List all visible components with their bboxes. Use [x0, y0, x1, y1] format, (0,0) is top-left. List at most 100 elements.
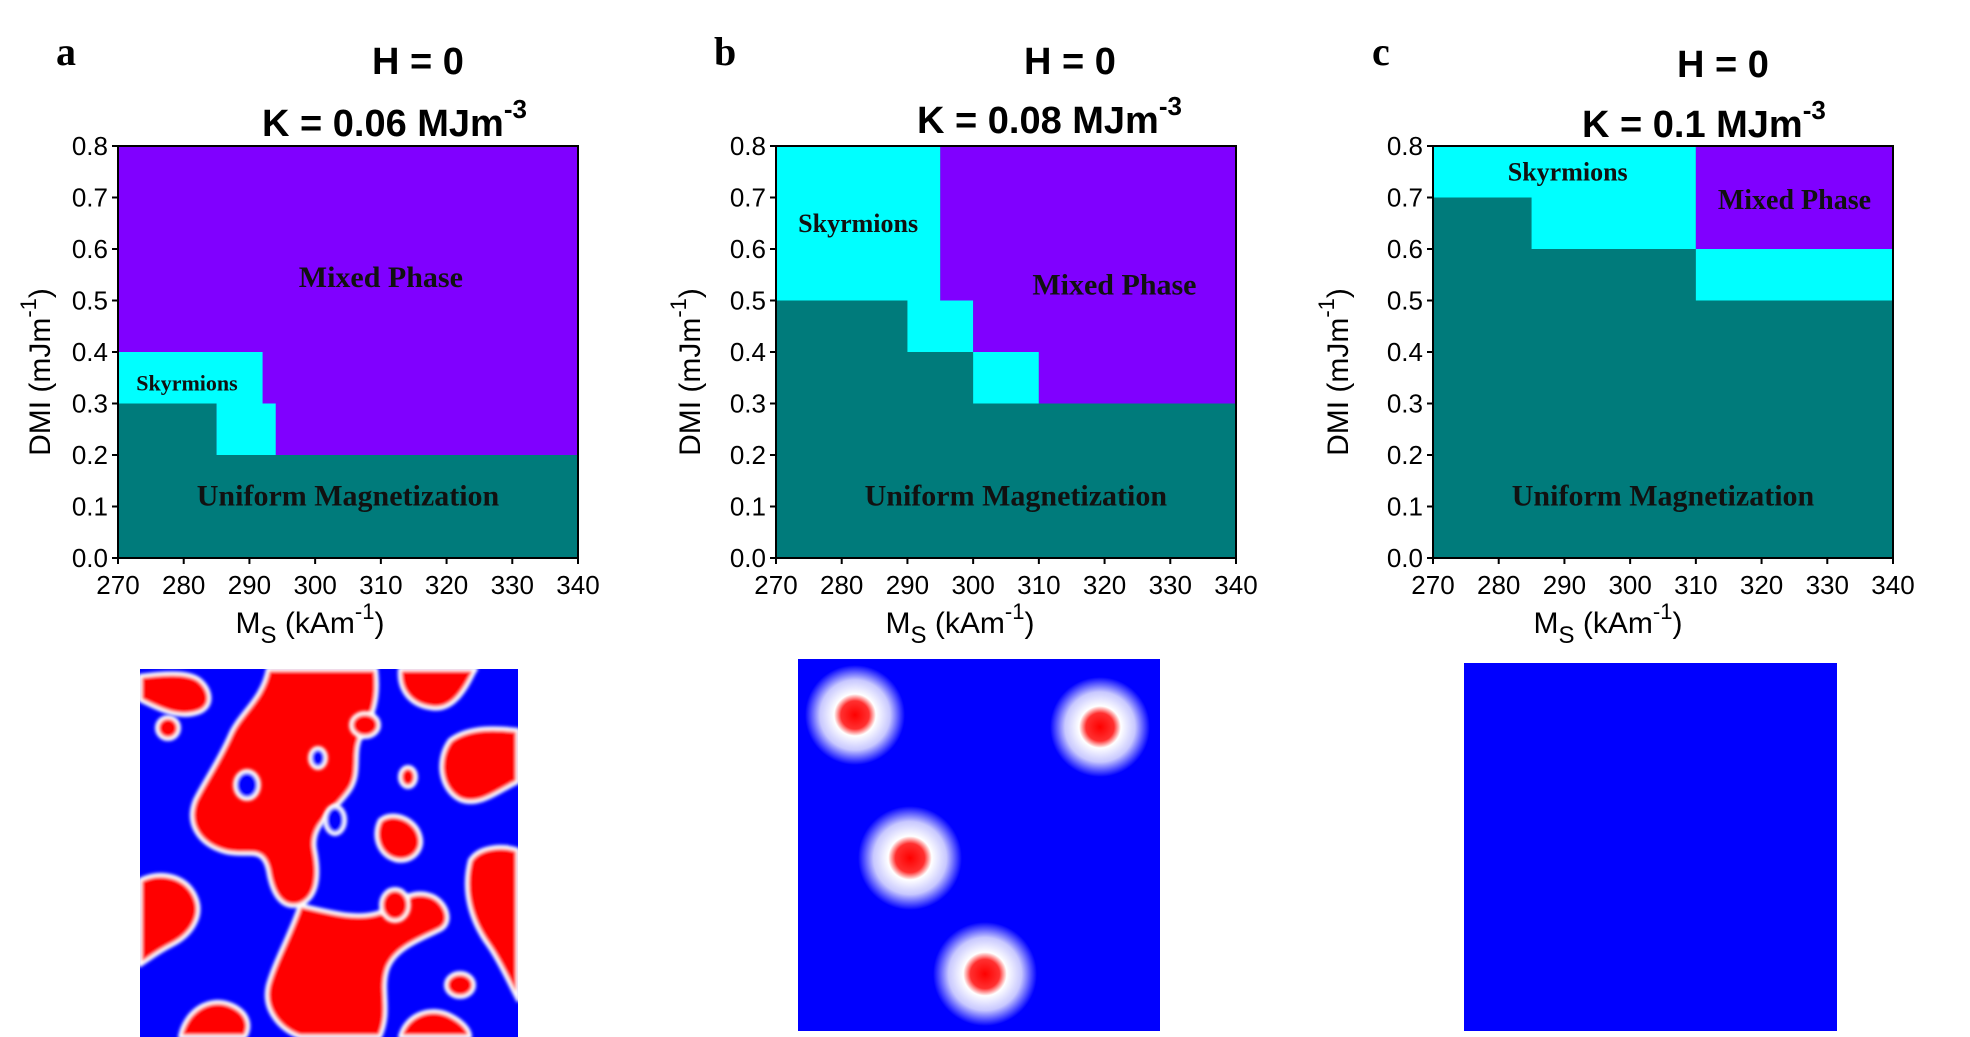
phase-diagram-b: 270 280 290 300 310 320 330 340 0.0 0.1 0.2 0.3 0.4 0… [730, 131, 1258, 600]
x-tick-label: 270 [754, 570, 797, 600]
region-uniform [118, 403, 217, 455]
y-tick-label: 0.8 [730, 131, 766, 161]
panel-a-title-k: K = 0.06 MJm-3 [262, 94, 527, 145]
region-skyrmions [1433, 146, 1696, 198]
domain-red [397, 669, 478, 711]
panel-a-title-h: H = 0 [372, 41, 464, 83]
panel-c-title-h: H = 0 [1677, 44, 1769, 86]
domain-red [464, 845, 518, 1002]
region-label: Uniform Magnetization [1512, 480, 1815, 513]
domain-red [374, 813, 424, 863]
region-label: Skyrmions [136, 371, 238, 396]
x-tick-label: 290 [228, 570, 271, 600]
x-tick-label: 270 [1411, 570, 1454, 600]
region-skyrmions [1531, 197, 1696, 249]
x-tick-label: 300 [1608, 570, 1651, 600]
x-tick-label: 290 [886, 570, 929, 600]
y-tick-label: 0.8 [72, 131, 108, 161]
domain-red [398, 1009, 472, 1037]
snapshot-a-labyrinth [140, 669, 518, 1037]
y-tick-label: 0.0 [72, 543, 108, 573]
region-skyrmions [216, 403, 276, 455]
x-tick-label: 280 [820, 570, 863, 600]
panel-c-ylabel: DMI (mJm-1) [1314, 288, 1355, 456]
region-skyrmions [776, 146, 941, 301]
region-skyrmions [1695, 249, 1893, 301]
region-label: Mixed Phase [1032, 269, 1196, 302]
domain-red [140, 671, 212, 717]
region-mixed [1038, 352, 1236, 404]
panel-c: c H = 0 K = 0.1 MJm-3 270 280 290 300 310 320… [1314, 29, 1915, 1031]
y-tick-label: 0.3 [730, 389, 766, 419]
panel-b-ylabel: DMI (mJm-1) [666, 288, 707, 456]
skyrmion [805, 665, 905, 765]
x-tick-label: 280 [1477, 570, 1520, 600]
y-tick-label: 0.3 [1387, 389, 1423, 419]
skyrmion [1050, 677, 1150, 777]
x-tick-label: 330 [1806, 570, 1849, 600]
panel-b-xlabel: MS (kAm-1) [886, 599, 1035, 649]
snapshot-b-skyrmions [798, 659, 1160, 1031]
panel-letter-c: c [1372, 29, 1390, 74]
y-tick-label: 0.1 [72, 492, 108, 522]
domain-red [140, 873, 201, 967]
y-tick-label: 0.2 [72, 440, 108, 470]
skyrmion [858, 806, 962, 910]
phase-diagram-c: 270 280 290 300 310 320 330 340 0.0 0.1 0.2 0.3 0.4 0… [1387, 131, 1915, 600]
y-tick-label: 0.4 [1387, 337, 1423, 367]
y-tick-label: 0.1 [1387, 492, 1423, 522]
y-tick-label: 0.0 [1387, 543, 1423, 573]
panel-b-title-k: K = 0.08 MJm-3 [917, 91, 1182, 142]
domain-red-bubble [379, 887, 411, 923]
snapshot-c-background [1464, 663, 1837, 1031]
panel-letter-b: b [714, 29, 736, 74]
x-tick-label: 330 [491, 570, 534, 600]
y-tick-label: 0.7 [1387, 183, 1423, 213]
domain-red [439, 726, 518, 804]
region-label: Skyrmions [1508, 157, 1628, 186]
panel-letter-a: a [56, 29, 76, 74]
y-tick-label: 0.0 [730, 543, 766, 573]
y-tick-label: 0.4 [72, 337, 108, 367]
domain-red [189, 669, 379, 908]
x-tick-label: 340 [1214, 570, 1257, 600]
region-label: Skyrmions [798, 209, 918, 238]
x-tick-label: 320 [1740, 570, 1783, 600]
y-tick-label: 0.6 [72, 234, 108, 264]
phase-diagram-a: 270 280 290 300 310 320 330 340 0.0 0.1 0.2 0.3 0.4 0… [72, 131, 600, 600]
region-skyrmions [973, 352, 1039, 404]
region-skyrmions [907, 300, 974, 352]
x-tick-label: 310 [359, 570, 402, 600]
x-tick-label: 300 [293, 570, 336, 600]
x-tick-label: 320 [1083, 570, 1126, 600]
y-tick-label: 0.5 [1387, 286, 1423, 316]
x-tick-label: 320 [425, 570, 468, 600]
y-tick-label: 0.7 [730, 183, 766, 213]
panel-a-xlabel: MS (kAm-1) [236, 599, 385, 649]
domain-blue-bubble [323, 804, 347, 836]
x-tick-label: 330 [1149, 570, 1192, 600]
y-tick-label: 0.6 [730, 234, 766, 264]
y-tick-label: 0.5 [730, 286, 766, 316]
x-tick-label: 310 [1017, 570, 1060, 600]
y-tick-label: 0.4 [730, 337, 766, 367]
y-tick-label: 0.6 [1387, 234, 1423, 264]
skyrmion [933, 922, 1037, 1026]
panel-c-xlabel: MS (kAm-1) [1534, 599, 1683, 649]
region-mixed [940, 146, 1236, 301]
domain-blue-bubble [233, 769, 261, 801]
domain-blue-bubble [308, 746, 328, 770]
domain-red-bubble [444, 971, 476, 999]
panel-c-title-k: K = 0.1 MJm-3 [1582, 95, 1826, 146]
region-label: Mixed Phase [1718, 185, 1871, 216]
domain-red-bubble [155, 715, 181, 741]
panel-a: a H = 0 K = 0.06 MJm-3 270 280 290 300 310 32… [16, 29, 600, 1037]
panel-a-ylabel: DMI (mJm-1) [16, 288, 57, 456]
region-label: Uniform Magnetization [197, 480, 500, 513]
x-tick-label: 310 [1674, 570, 1717, 600]
y-tick-label: 0.5 [72, 286, 108, 316]
x-tick-label: 290 [1543, 570, 1586, 600]
region-mixed [1695, 146, 1893, 249]
domain-red-bubble [398, 765, 418, 789]
domain-red [178, 999, 251, 1037]
